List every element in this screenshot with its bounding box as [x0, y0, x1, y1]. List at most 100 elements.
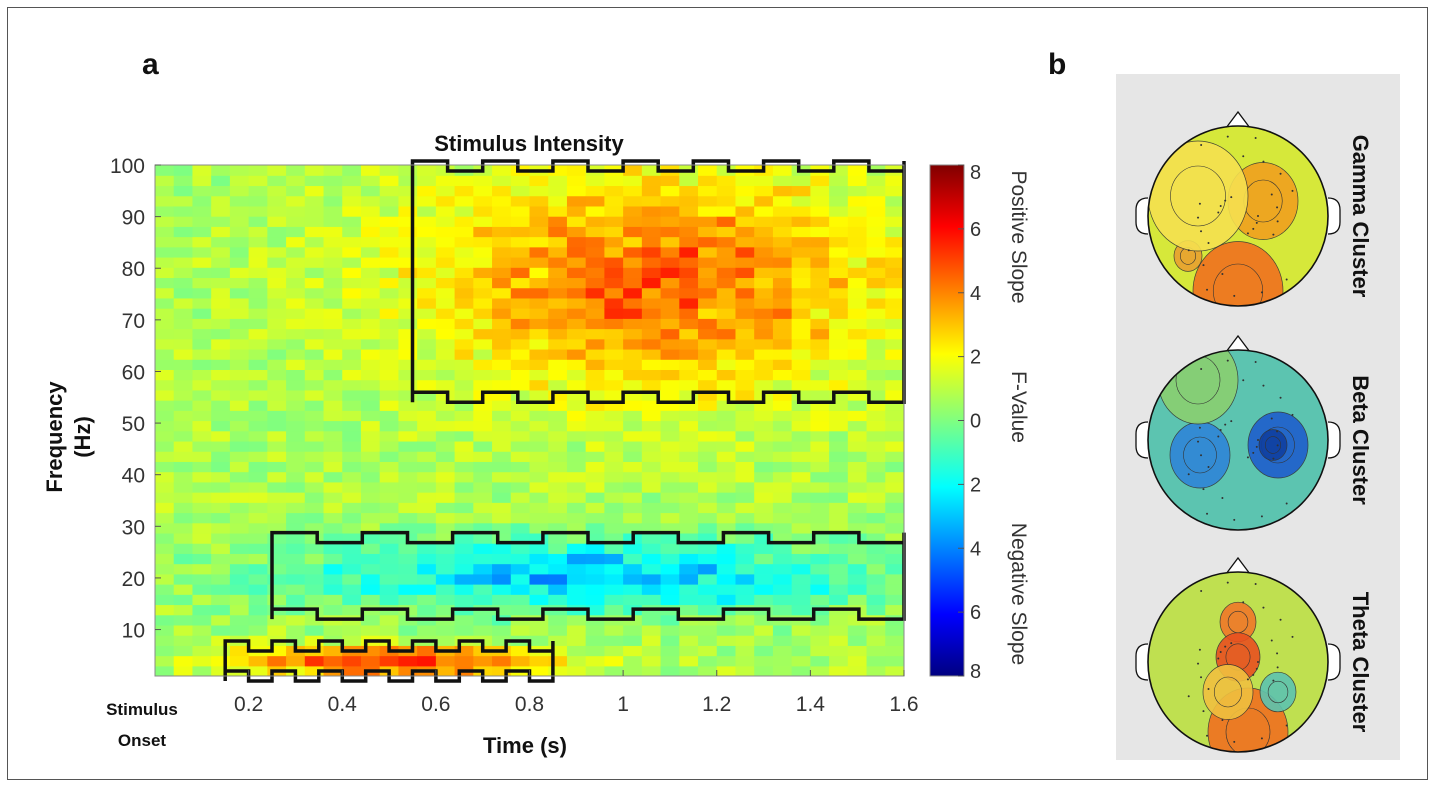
heatmap-cell: [417, 512, 437, 524]
heatmap-cell: [323, 297, 343, 309]
heatmap-cell: [529, 451, 549, 462]
heatmap-cell: [716, 440, 737, 452]
heatmap-cell: [417, 481, 437, 493]
heatmap-cell: [548, 461, 568, 473]
head-ear-left: [1135, 197, 1149, 235]
heatmap-cell: [155, 328, 175, 340]
heatmap-cell: [660, 277, 680, 289]
heatmap-cell: [379, 308, 400, 319]
heatmap-cell: [791, 430, 811, 442]
heatmap-cell: [211, 645, 231, 657]
electrode-dot: [1254, 582, 1257, 585]
heatmap-cell: [529, 400, 549, 411]
heatmap-cell: [641, 379, 662, 391]
heatmap-cell: [791, 338, 811, 350]
heatmap-cell: [323, 369, 343, 381]
heatmap-cell: [173, 195, 194, 207]
heatmap-cell: [829, 635, 849, 646]
heatmap-cell: [866, 205, 886, 217]
heatmap-cell: [604, 624, 624, 636]
heatmap-cell: [454, 410, 474, 422]
heatmap-cell: [810, 297, 830, 309]
heatmap-cell: [679, 502, 699, 514]
heatmap-cell: [379, 471, 400, 483]
heatmap-cell: [454, 185, 474, 197]
heatmap-cell: [360, 226, 381, 238]
heatmap-cell: [604, 389, 624, 401]
heatmap-cell: [248, 256, 268, 268]
heatmap-cell: [679, 440, 699, 452]
heatmap-cell: [435, 400, 456, 411]
heatmap-cell: [360, 185, 381, 197]
heatmap-cell: [323, 308, 343, 319]
heatmap-cell: [716, 573, 737, 585]
heatmap-cell: [829, 614, 849, 626]
heatmap-cell: [660, 267, 680, 279]
heatmap-cell: [398, 318, 418, 330]
heatmap-cell: [379, 594, 400, 606]
electrode-dot: [1279, 618, 1282, 621]
heatmap-cell: [735, 645, 755, 657]
heatmap-cell: [510, 287, 531, 299]
heatmap-cell: [473, 573, 493, 585]
heatmap-cell: [267, 655, 287, 667]
heatmap-cell: [866, 471, 886, 483]
heatmap-cell: [304, 614, 325, 626]
heatmap-cell: [435, 451, 456, 462]
heatmap-cell: [323, 185, 343, 197]
electrode-dot: [1217, 211, 1220, 214]
heatmap-cell: [286, 287, 306, 299]
heatmap-cell: [566, 635, 587, 646]
heatmap-cell: [566, 277, 587, 289]
heatmap-cell: [473, 308, 493, 319]
heatmap-cell: [248, 461, 268, 473]
heatmap-cell: [585, 502, 605, 514]
x-tick-label: 0.2: [234, 693, 263, 716]
heatmap-cell: [566, 185, 587, 197]
heatmap-cell: [885, 389, 904, 401]
heatmap-cell: [417, 553, 437, 565]
heatmap-cell: [304, 175, 325, 187]
electrode-dot: [1285, 278, 1288, 281]
heatmap-cell: [791, 205, 811, 217]
heatmap-cell: [342, 430, 362, 442]
heatmap-cell: [473, 297, 493, 309]
heatmap-cell: [810, 440, 830, 452]
heatmap-cell: [810, 236, 830, 248]
heatmap-cell: [847, 175, 868, 187]
heatmap-cell: [829, 543, 849, 554]
heatmap-cell: [641, 461, 662, 473]
heatmap-cell: [566, 216, 587, 227]
heatmap-cell: [398, 440, 418, 452]
heatmap-cell: [698, 512, 718, 524]
heatmap-cell: [492, 195, 512, 207]
heatmap-cell: [698, 420, 718, 432]
heatmap-cell: [529, 256, 549, 268]
colorbar-tick-label: 4: [970, 283, 981, 305]
heatmap-cell: [323, 400, 343, 411]
heatmap-cell: [360, 645, 381, 657]
heatmap-cell: [847, 359, 868, 370]
heatmap-cell: [286, 420, 306, 432]
heatmap-cell: [417, 277, 437, 289]
heatmap-cell: [454, 471, 474, 483]
heatmap-cell: [698, 481, 718, 493]
heatmap-cell: [267, 430, 287, 442]
heatmap-cell: [398, 256, 418, 268]
heatmap-cell: [323, 410, 343, 422]
heatmap-cell: [155, 297, 175, 309]
heatmap-cell: [360, 655, 381, 667]
heatmap-cell: [248, 584, 268, 595]
heatmap-cell: [866, 328, 886, 340]
heatmap-cell: [192, 655, 212, 667]
heatmap-cell: [379, 205, 400, 217]
heatmap-cell: [810, 573, 830, 585]
heatmap-cell: [791, 410, 811, 422]
heatmap-cell: [566, 624, 587, 636]
heatmap-cell: [192, 594, 212, 606]
heatmap-cell: [398, 543, 418, 554]
x-axis-ticks: 0.2 0.4 0.6 0.8 1 1.2 1.4 1.6: [234, 670, 919, 716]
heatmap-cell: [248, 481, 268, 493]
heatmap-cell: [698, 277, 718, 289]
heatmap-cell: [735, 563, 755, 575]
